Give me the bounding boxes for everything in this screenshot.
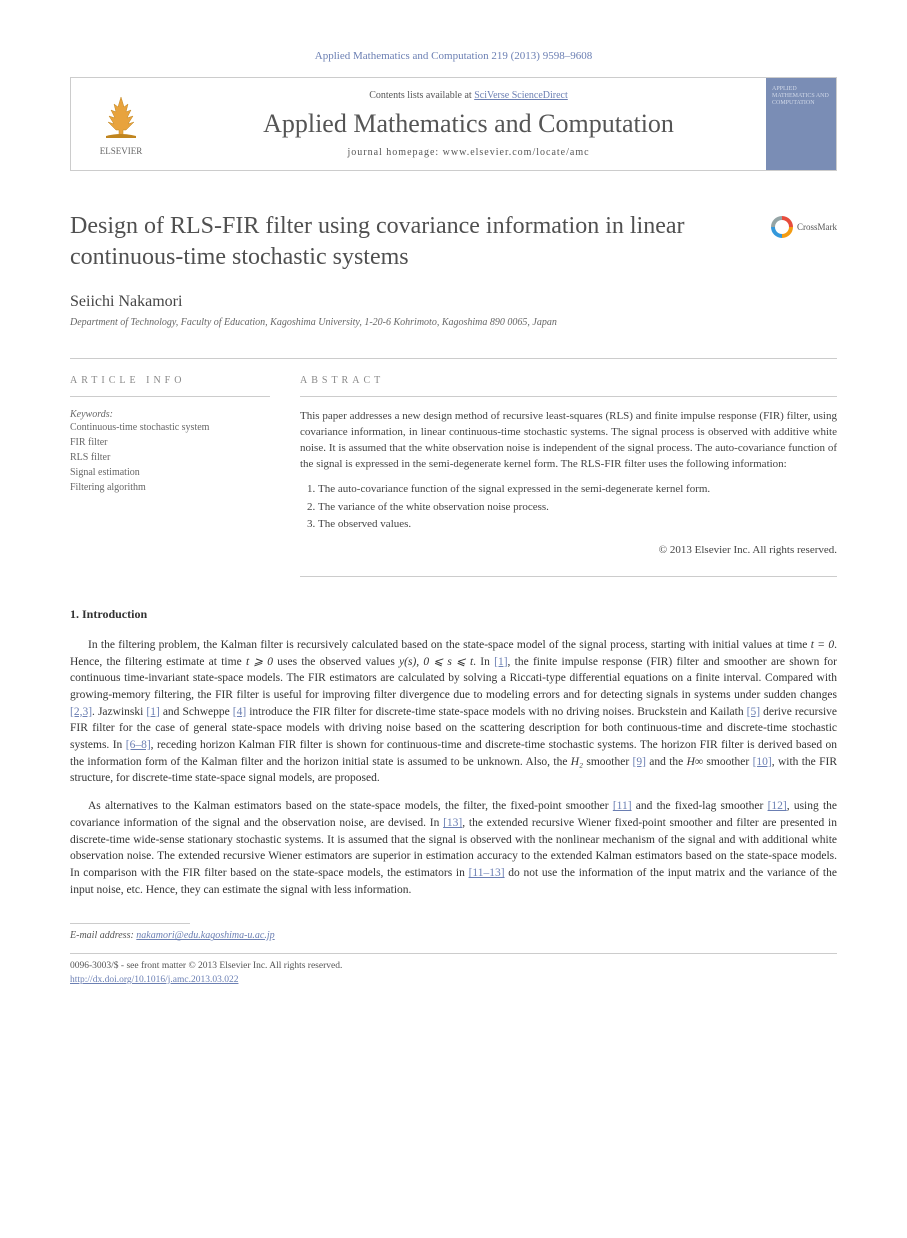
contents-prefix: Contents lists available at — [369, 90, 474, 101]
footnote-email: E-mail address: nakamori@edu.kagoshima-u… — [70, 930, 837, 941]
article-info-column: ARTICLE INFO Keywords: Continuous-time s… — [70, 359, 270, 577]
doi-link[interactable]: http://dx.doi.org/10.1016/j.amc.2013.03.… — [70, 975, 238, 985]
author-name: Seiichi Nakamori — [70, 293, 837, 311]
contents-available: Contents lists available at SciVerse Sci… — [181, 90, 756, 101]
math-tge0: t ⩾ 0 — [246, 656, 273, 668]
section-heading-intro: 1. Introduction — [70, 607, 837, 622]
abstract-text: This paper addresses a new design method… — [300, 409, 837, 473]
ref-link[interactable]: [12] — [768, 800, 787, 812]
ref-link[interactable]: [6–8] — [126, 739, 151, 751]
text: and Schweppe — [160, 706, 233, 718]
abstract-list: The auto-covariance function of the sign… — [300, 481, 837, 534]
ref-link[interactable]: [10] — [753, 756, 772, 768]
footer-copyright: 0096-3003/$ - see front matter © 2013 El… — [70, 960, 837, 973]
abstract-column: ABSTRACT This paper addresses a new desi… — [300, 359, 837, 577]
sciencedirect-link[interactable]: SciVerse ScienceDirect — [474, 90, 568, 101]
keyword-item: Filtering algorithm — [70, 480, 270, 495]
text: . Jazwinski — [92, 706, 146, 718]
ref-link[interactable]: [9] — [633, 756, 646, 768]
article-info-heading: ARTICLE INFO — [70, 375, 270, 397]
cover-title: APPLIED MATHEMATICS AND COMPUTATION — [772, 86, 830, 108]
keyword-item: FIR filter — [70, 435, 270, 450]
crossmark-icon — [771, 216, 793, 238]
top-citation: Applied Mathematics and Computation 219 … — [70, 50, 837, 62]
math-h2: H₂ — [571, 756, 583, 768]
footnote-label: E-mail address: — [70, 930, 136, 941]
keyword-item: Signal estimation — [70, 465, 270, 480]
paper-title: Design of RLS-FIR filter using covarianc… — [70, 211, 837, 273]
keyword-item: Continuous-time stochastic system — [70, 420, 270, 435]
ref-link[interactable]: [1] — [146, 706, 159, 718]
crossmark-badge[interactable]: CrossMark — [771, 216, 837, 238]
intro-paragraph-2: As alternatives to the Kalman estimators… — [70, 798, 837, 898]
text: As alternatives to the Kalman estimators… — [88, 800, 613, 812]
math-t0: t = 0 — [811, 639, 834, 651]
journal-header: ELSEVIER Contents lists available at Sci… — [70, 77, 837, 171]
copyright-line: © 2013 Elsevier Inc. All rights reserved… — [300, 544, 837, 556]
keywords-label: Keywords: — [70, 409, 270, 420]
ref-link[interactable]: [5] — [747, 706, 760, 718]
text: uses the observed values — [273, 656, 399, 668]
text: smoother — [703, 756, 752, 768]
text: and the — [646, 756, 687, 768]
text: smoother — [583, 756, 632, 768]
homepage-url[interactable]: www.elsevier.com/locate/amc — [443, 147, 590, 158]
email-link[interactable]: nakamori@edu.kagoshima-u.ac.jp — [136, 930, 274, 941]
journal-name: Applied Mathematics and Computation — [181, 109, 756, 139]
ref-link[interactable]: [1] — [494, 656, 507, 668]
text: and the fixed-lag smoother — [632, 800, 768, 812]
elsevier-tree-icon — [96, 92, 146, 142]
elsevier-name: ELSEVIER — [100, 146, 143, 156]
text: introduce the FIR filter for discrete-ti… — [246, 706, 746, 718]
abstract-heading: ABSTRACT — [300, 375, 837, 397]
abstract-list-item: The auto-covariance function of the sign… — [318, 481, 837, 499]
ref-link[interactable]: [11] — [613, 800, 632, 812]
math-ys: y(s), 0 ⩽ s ⩽ t — [399, 656, 473, 668]
text: In the filtering problem, the Kalman fil… — [88, 639, 811, 651]
ref-link[interactable]: [13] — [443, 817, 462, 829]
ref-link[interactable]: [11–13] — [469, 867, 505, 879]
ref-link[interactable]: [4] — [233, 706, 246, 718]
keyword-item: RLS filter — [70, 450, 270, 465]
journal-cover-thumb: APPLIED MATHEMATICS AND COMPUTATION — [766, 78, 836, 170]
homepage-prefix: journal homepage: — [347, 147, 442, 158]
math-hinf: H∞ — [687, 756, 704, 768]
journal-homepage: journal homepage: www.elsevier.com/locat… — [181, 147, 756, 158]
text: . In — [473, 656, 494, 668]
ref-link[interactable]: [2,3] — [70, 706, 92, 718]
elsevier-logo: ELSEVIER — [71, 78, 171, 170]
author-affiliation: Department of Technology, Faculty of Edu… — [70, 317, 837, 328]
abstract-list-item: The observed values. — [318, 516, 837, 534]
intro-paragraph-1: In the filtering problem, the Kalman fil… — [70, 637, 837, 787]
abstract-list-item: The variance of the white observation no… — [318, 499, 837, 517]
crossmark-label: CrossMark — [797, 222, 837, 232]
